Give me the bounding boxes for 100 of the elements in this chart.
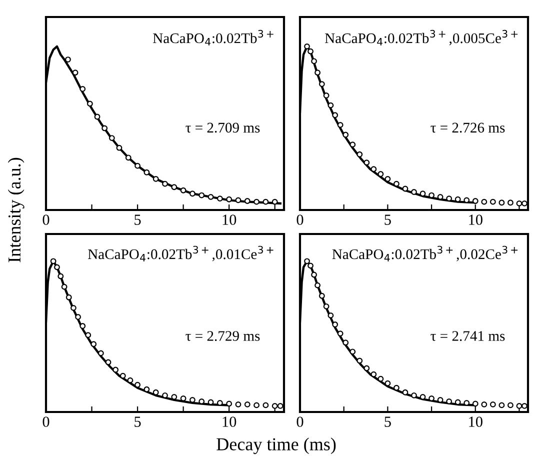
point [105,359,112,366]
point [304,43,310,50]
point [411,392,417,398]
point [180,395,186,402]
point [378,376,384,382]
point [314,282,320,288]
point [481,402,488,408]
annotation: τ = 2.741 ms [430,331,505,341]
point [72,70,78,76]
point [328,102,334,108]
point [508,402,514,408]
point [162,180,168,187]
annotation: τ = 2.726 ms [430,122,505,133]
point [254,198,260,205]
annotation: NaCaPO$_{4}$:0.02Tb$^{3+}$,0.01Ce$^{3+}$ [88,246,274,262]
point [65,56,71,62]
point [226,400,232,407]
point [337,122,344,128]
point [364,365,370,372]
point [272,403,278,409]
x-tick-label: 10 [469,416,482,427]
point [262,198,269,205]
point [134,162,140,169]
point [144,386,150,392]
point [394,384,400,391]
point [94,114,100,120]
point [342,132,349,138]
point [226,196,232,202]
point [112,366,119,373]
point [402,389,408,396]
x-tick-label: 0 [296,214,304,225]
point [125,154,132,161]
point [152,176,159,182]
point [332,112,338,118]
point [378,171,384,177]
point [80,86,86,92]
annotation: NaCaPO$_{4}$:0.02Tb$^{3+}$,0.02Ce$^{3+}$ [332,246,518,262]
point [235,197,242,204]
point [66,294,72,300]
point [498,200,505,206]
point [198,192,205,198]
x-tick-label: 5 [134,214,141,225]
point [342,340,349,346]
point [308,262,314,269]
point [490,198,496,205]
point [144,169,150,176]
point [216,400,223,406]
point [152,389,159,396]
point [522,200,528,206]
y-axis-title: Intensity (a.u.) [8,158,24,262]
point [318,81,325,88]
point [311,272,317,278]
point [134,382,140,388]
point [80,323,86,329]
point [370,166,377,172]
point [411,189,417,195]
point [75,314,81,320]
x-tick-label: 5 [384,214,391,225]
point [350,142,356,148]
point [323,303,330,310]
point [356,151,363,158]
x-tick-label: 0 [296,416,304,427]
point [464,400,470,406]
point [384,380,391,386]
point [508,200,514,206]
annotation: τ = 2.729 ms [186,331,260,341]
point [171,184,178,190]
point [370,371,377,378]
point [127,377,134,384]
point [70,304,76,311]
text: NaCaPO$_{4}$:0.02Tb$^{3+}$,0.005Ce$^{3+}$ [324,30,518,46]
point [262,402,269,408]
point [350,348,356,355]
point [522,403,528,409]
point [464,197,470,204]
point [50,258,56,264]
x-tick-label: 5 [384,416,391,427]
x-tick-label: 10 [469,214,482,225]
point [244,402,250,408]
point [402,186,408,192]
point [472,198,478,204]
x-tick-label: 10 [222,214,236,225]
point [472,400,478,407]
point [116,144,122,151]
point [516,200,522,206]
x-tick-label: 10 [222,416,236,427]
point [364,160,370,166]
point [318,292,325,299]
point [102,125,108,132]
point [332,322,338,328]
point [180,187,186,194]
point [235,402,242,408]
point [272,198,278,205]
point [58,273,64,280]
point [171,394,178,400]
point [314,70,320,76]
point [54,264,60,270]
point [498,402,505,408]
point [446,398,452,404]
point [108,135,115,141]
